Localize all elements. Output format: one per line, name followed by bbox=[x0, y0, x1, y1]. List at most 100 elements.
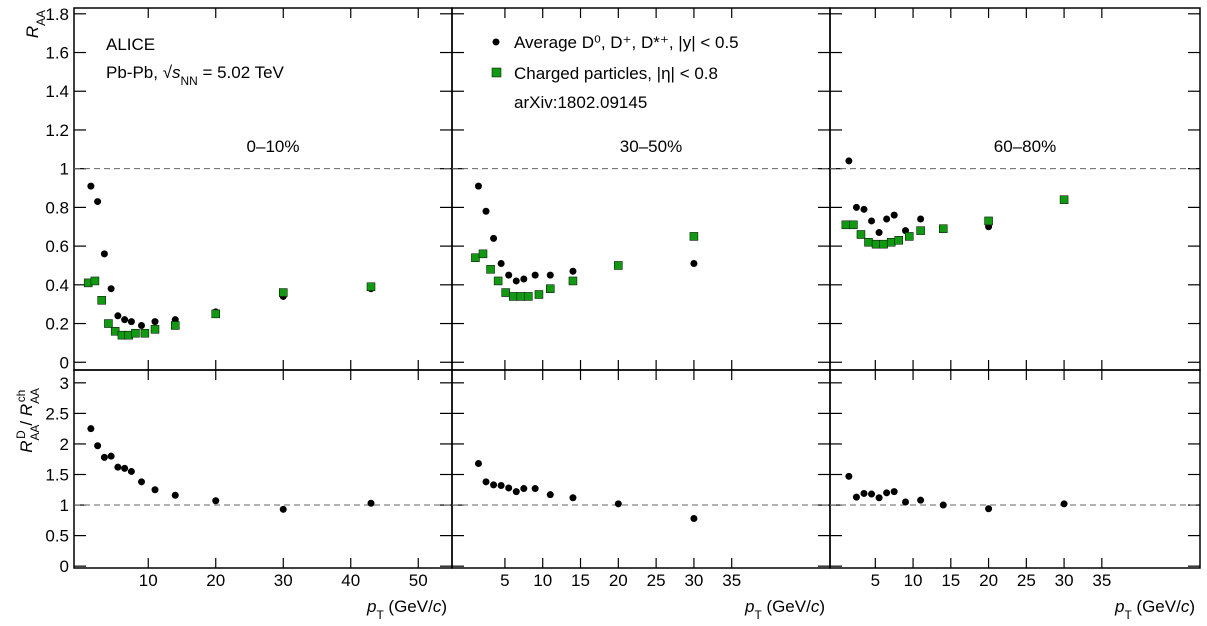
data-point bbox=[505, 484, 513, 492]
y-tick-label: 2.5 bbox=[45, 404, 69, 423]
data-point bbox=[614, 261, 623, 270]
data-point bbox=[97, 296, 106, 305]
data-point bbox=[107, 285, 115, 293]
x-tick-label: 15 bbox=[571, 571, 590, 590]
data-point bbox=[916, 226, 925, 235]
x-tick-label: 30 bbox=[684, 571, 703, 590]
panel-label: 30–50% bbox=[620, 137, 682, 156]
data-point bbox=[546, 491, 554, 499]
text-part: p bbox=[366, 597, 376, 616]
data-point bbox=[917, 215, 925, 223]
y-tick-label: 0.6 bbox=[45, 237, 69, 256]
data-point bbox=[140, 328, 150, 338]
data-point bbox=[482, 478, 490, 486]
data-point bbox=[138, 321, 145, 329]
experiment-label: ALICE bbox=[106, 35, 155, 54]
y-tick-label: 1 bbox=[60, 160, 69, 179]
data-point bbox=[690, 515, 698, 522]
data-point bbox=[212, 497, 220, 505]
data-point bbox=[367, 499, 375, 507]
data-point bbox=[902, 498, 910, 506]
legend-label: Charged particles, |η| < 0.8 bbox=[514, 64, 718, 83]
data-point bbox=[569, 267, 577, 275]
data-point bbox=[875, 229, 883, 237]
data-point bbox=[905, 232, 914, 241]
panel-label: 60–80% bbox=[994, 137, 1056, 156]
text-part: ch bbox=[14, 390, 28, 403]
data-point bbox=[1059, 195, 1069, 204]
data-point bbox=[849, 220, 858, 230]
data-point bbox=[856, 230, 866, 239]
data-point bbox=[478, 249, 488, 259]
data-point bbox=[568, 276, 578, 286]
data-point bbox=[886, 237, 896, 247]
x-tick-label: 15 bbox=[941, 571, 960, 590]
data-point bbox=[171, 321, 180, 330]
data-point bbox=[512, 488, 520, 496]
data-point bbox=[104, 319, 113, 328]
text-part: (GeV/ bbox=[1132, 597, 1181, 616]
data-point bbox=[917, 496, 925, 504]
x-tick-label: 35 bbox=[1092, 571, 1111, 590]
data-point bbox=[845, 157, 853, 165]
panel-label: 0–10% bbox=[247, 137, 300, 156]
y-tick-label: 1 bbox=[60, 496, 69, 515]
text-part: R bbox=[17, 441, 36, 453]
data-point bbox=[939, 224, 948, 233]
data-point bbox=[569, 494, 577, 502]
text-part: (GeV/ bbox=[384, 597, 433, 616]
data-point bbox=[474, 460, 482, 467]
data-point bbox=[939, 501, 947, 509]
x-tick-label: 20 bbox=[979, 571, 998, 590]
data-point bbox=[121, 316, 129, 324]
text-part: = 5.02 TeV bbox=[198, 63, 285, 82]
x-axis-label: pT (GeV/c) bbox=[366, 597, 447, 622]
data-point bbox=[114, 463, 122, 471]
x-tick-label: 40 bbox=[341, 571, 360, 590]
data-point bbox=[868, 217, 876, 225]
data-point bbox=[890, 211, 898, 219]
x-tick-label: 35 bbox=[722, 571, 741, 590]
data-point bbox=[497, 260, 505, 268]
data-point bbox=[150, 325, 160, 334]
text-part: T bbox=[1124, 608, 1131, 622]
data-point bbox=[138, 478, 145, 486]
data-point bbox=[516, 292, 526, 301]
text-part: R bbox=[17, 404, 36, 416]
data-point bbox=[512, 277, 520, 285]
data-point bbox=[894, 236, 903, 245]
x-tick-label: 10 bbox=[904, 571, 923, 590]
y-tick-label: 0.2 bbox=[45, 315, 69, 334]
data-point bbox=[279, 288, 288, 297]
legend-marker bbox=[491, 67, 502, 78]
data-point bbox=[94, 442, 102, 450]
data-point bbox=[497, 482, 505, 489]
data-point bbox=[505, 271, 513, 279]
panel-frame bbox=[829, 7, 1201, 371]
legend-marker bbox=[492, 38, 500, 46]
text-part: T bbox=[754, 608, 761, 622]
data-point bbox=[546, 271, 554, 279]
y-tick-label: 0 bbox=[60, 557, 69, 576]
text-part: c bbox=[1181, 597, 1190, 616]
panel-frame bbox=[451, 7, 831, 371]
data-point bbox=[114, 312, 122, 320]
data-point bbox=[689, 232, 699, 241]
data-point bbox=[984, 216, 993, 226]
text-part: AA bbox=[28, 388, 42, 404]
x-tick-label: 20 bbox=[609, 571, 628, 590]
data-point bbox=[531, 271, 539, 279]
data-point bbox=[474, 182, 482, 190]
y-tick-label: 1.2 bbox=[45, 121, 69, 140]
data-point bbox=[482, 207, 490, 215]
x-tick-label: 25 bbox=[1017, 571, 1036, 590]
x-axis-label: pT (GeV/c) bbox=[1114, 597, 1195, 622]
y-tick-label: 3 bbox=[60, 374, 69, 393]
data-point bbox=[107, 452, 115, 460]
data-point bbox=[100, 250, 108, 258]
x-tick-label: 10 bbox=[533, 571, 552, 590]
data-point bbox=[87, 182, 95, 190]
data-point bbox=[883, 215, 891, 223]
data-point bbox=[890, 488, 898, 496]
